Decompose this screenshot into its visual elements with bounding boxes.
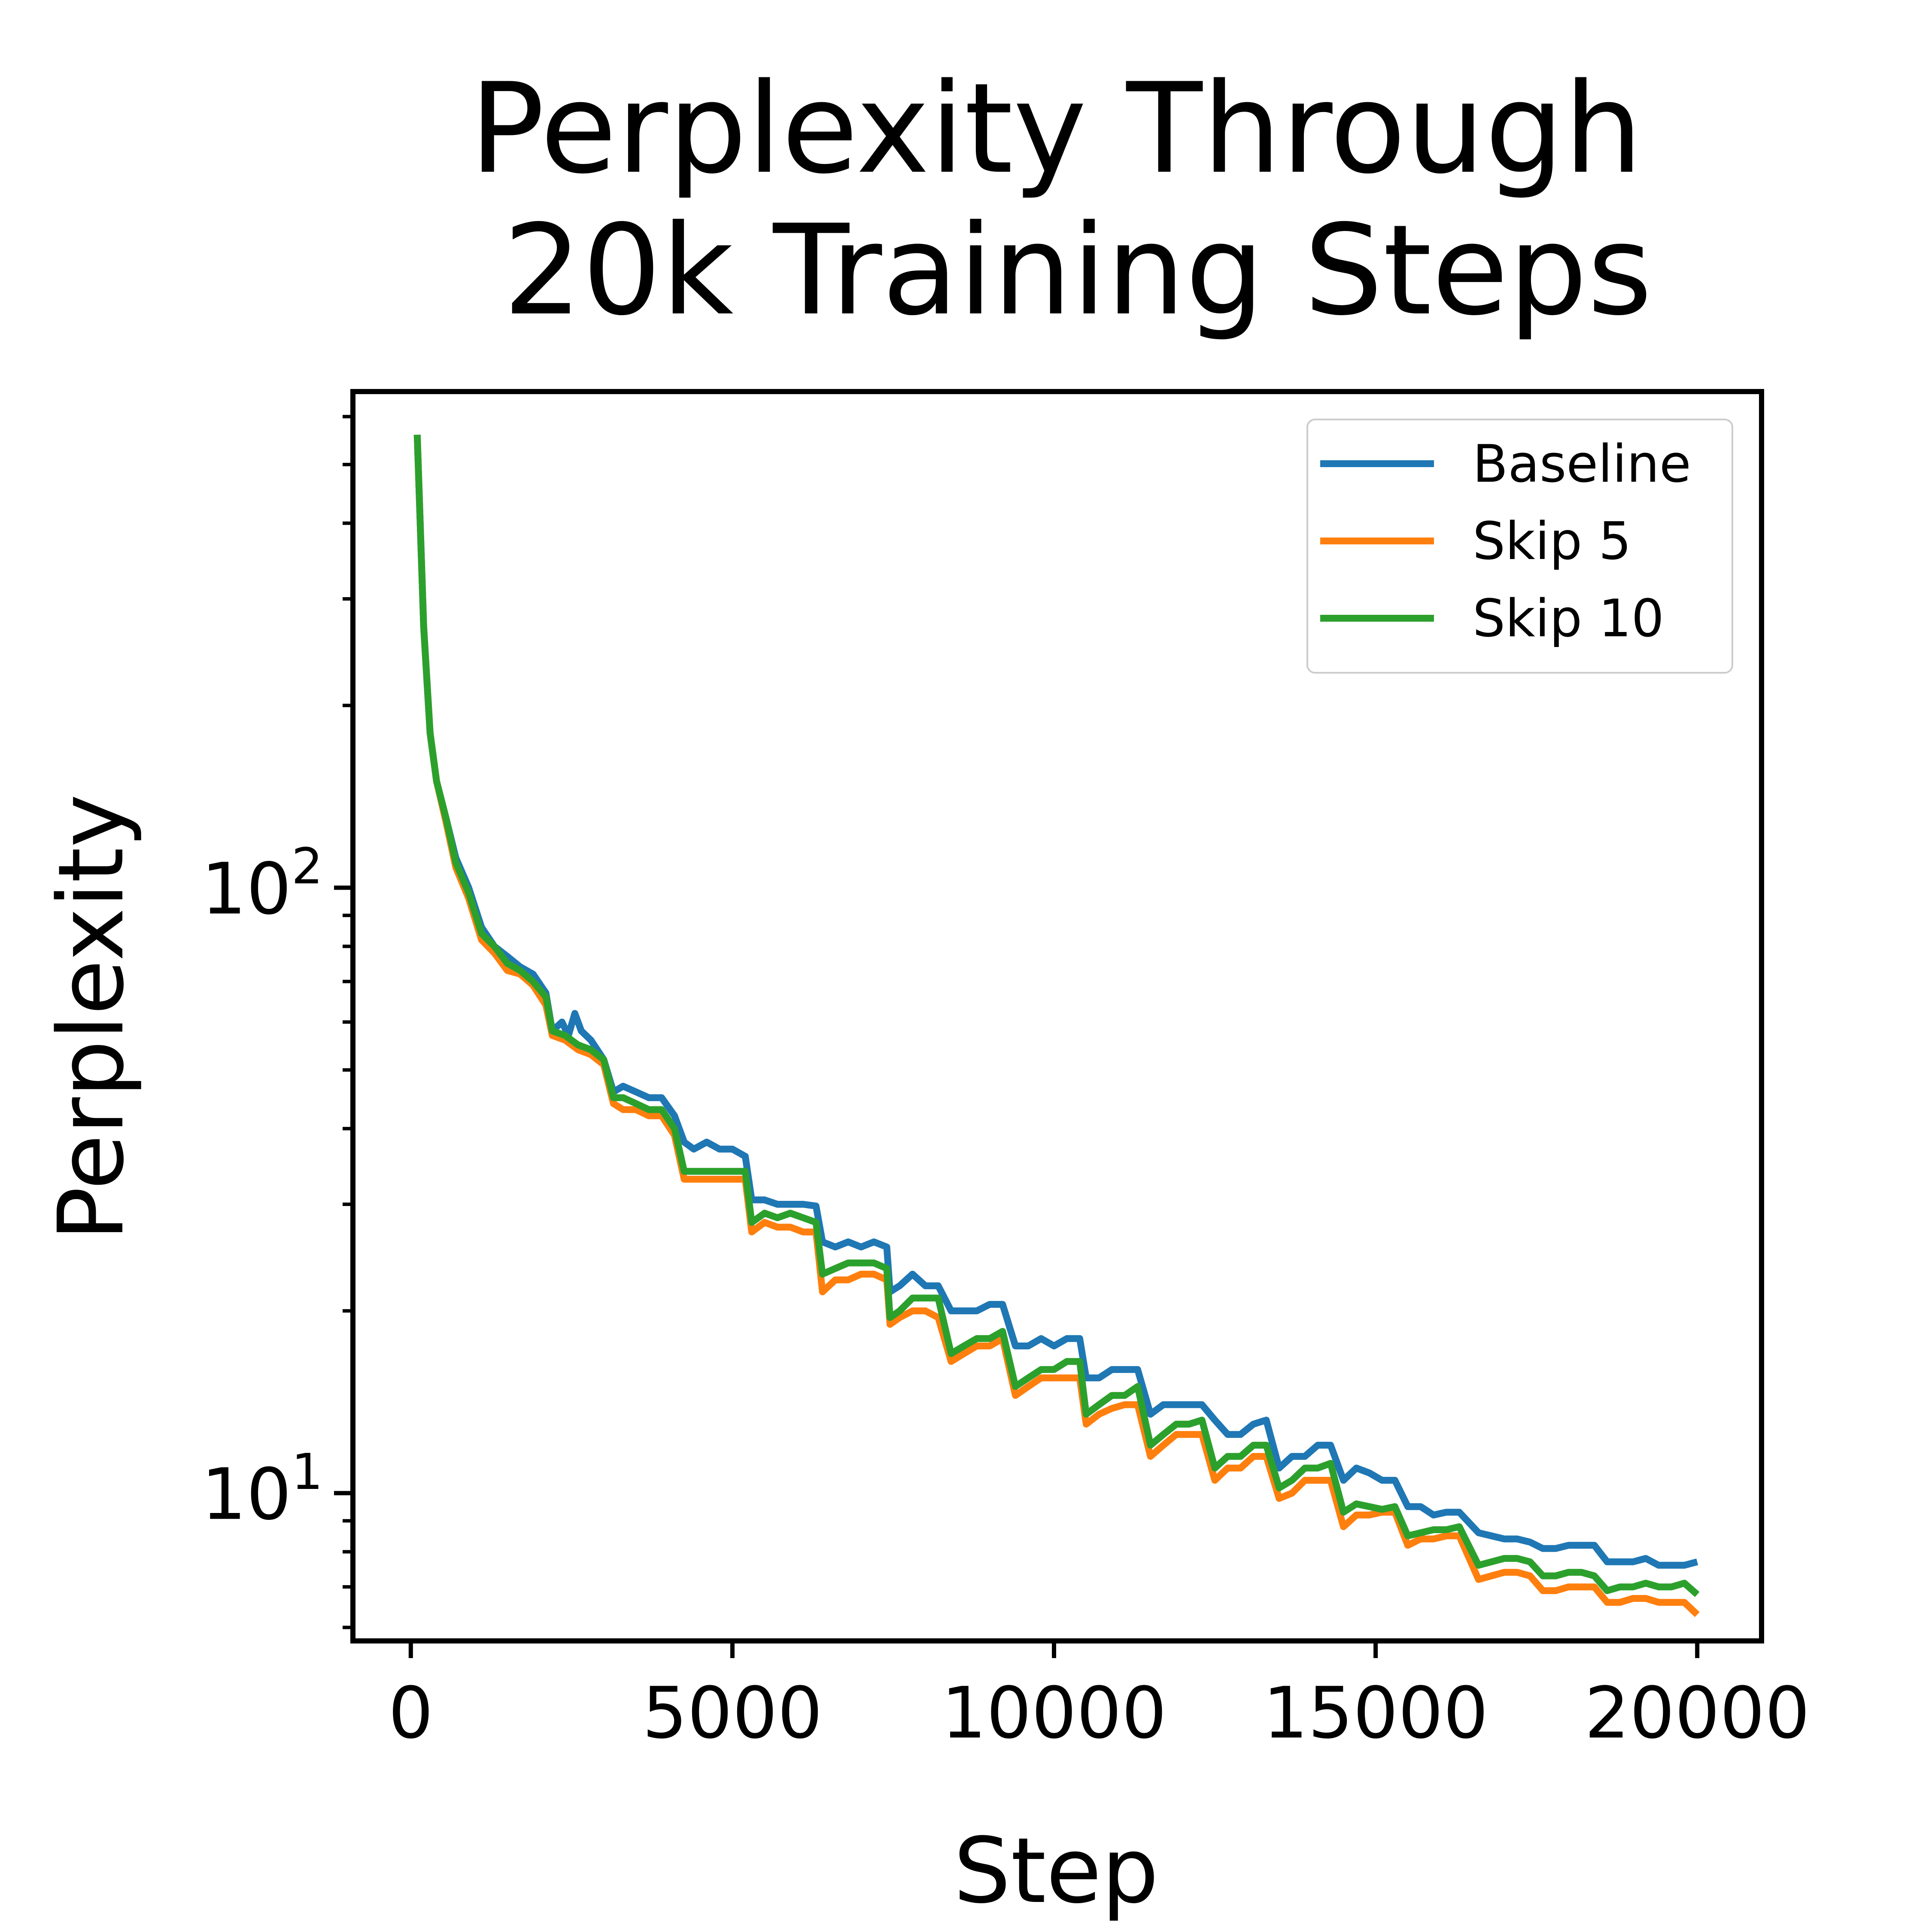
legend: Baseline Skip 5 Skip 10 [1306, 419, 1733, 674]
series-line-skip-10 [413, 434, 1700, 1597]
x-axis-label: Step [954, 1818, 1159, 1923]
legend-label: Baseline [1473, 434, 1691, 494]
x-tick-label: 5000 [642, 1672, 823, 1754]
x-tick-label: 10000 [942, 1672, 1167, 1754]
legend-box [1306, 419, 1733, 674]
y-axis-label: Perplexity [39, 794, 144, 1241]
y-tick-label: 102 [201, 838, 323, 930]
x-axis-ticks: 0 5000 10000 15000 20000 [388, 1641, 1810, 1754]
series-lines [413, 434, 1700, 1617]
plot-area-frame [350, 389, 1764, 1643]
series-line-baseline [413, 434, 1698, 1569]
legend-label: Skip 5 [1473, 512, 1631, 571]
y-axis-ticks: 101 102 [201, 415, 353, 1629]
legend-label: Skip 10 [1473, 589, 1664, 649]
chart-title-line-1: Perplexity Through [470, 57, 1643, 201]
x-tick-label: 20000 [1585, 1672, 1810, 1754]
x-tick-label: 15000 [1263, 1672, 1488, 1754]
chart-title-line-2: 20k Training Steps [503, 198, 1653, 343]
x-tick-label: 0 [388, 1672, 433, 1754]
chart-title: Perplexity Through 20k Training Steps [470, 57, 1653, 343]
y-tick-label: 101 [201, 1443, 323, 1536]
